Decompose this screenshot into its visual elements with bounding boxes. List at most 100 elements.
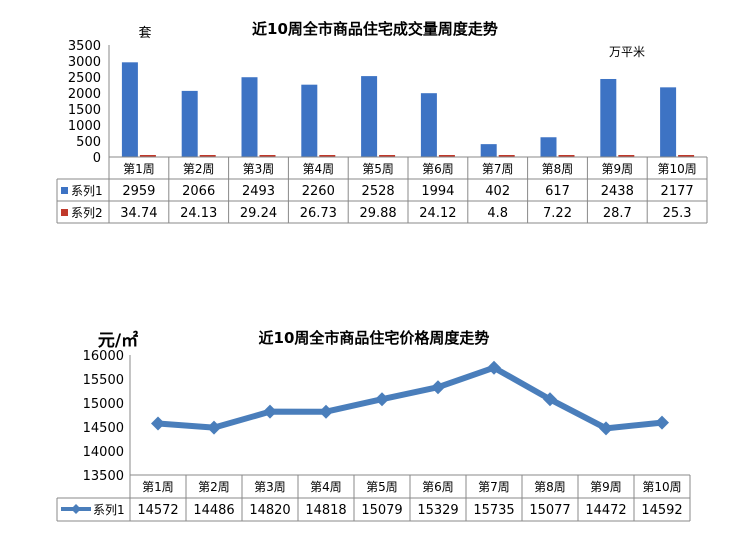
data-cell: 15735 — [473, 503, 514, 518]
bar-series1 — [241, 77, 258, 157]
data-point — [375, 392, 389, 407]
y-tick-label: 13500 — [83, 469, 124, 484]
bar-series1 — [660, 87, 677, 157]
data-cell: 2493 — [242, 184, 275, 199]
data-cell: 2260 — [302, 184, 335, 199]
y-tick-label: 15000 — [83, 397, 124, 412]
data-cell: 26.73 — [300, 206, 337, 221]
category-label: 第1周 — [123, 162, 155, 176]
legend-swatch — [61, 187, 68, 194]
legend-swatch — [61, 209, 68, 216]
data-point — [207, 420, 221, 435]
data-cell: 2177 — [661, 184, 694, 199]
bar-series1 — [600, 78, 617, 157]
data-cell: 15329 — [417, 503, 458, 518]
bar-series1 — [361, 76, 378, 157]
bar-series2 — [379, 155, 396, 157]
y-tick-label: 3500 — [68, 39, 101, 54]
category-label: 第9周 — [590, 480, 622, 494]
y-tick-label: 16000 — [83, 349, 124, 364]
bar-series2 — [678, 155, 695, 157]
data-cell: 2528 — [362, 184, 395, 199]
legend-marker — [71, 504, 81, 514]
chart2-left-unit: 元/㎡ — [98, 330, 138, 351]
data-point — [151, 416, 165, 431]
y-tick-label: 500 — [76, 135, 101, 150]
y-tick-label: 1500 — [68, 103, 101, 118]
data-cell: 14820 — [249, 503, 290, 518]
chart2-plot: 13500 14000 14500 15000 15500 16000 第1周 第2周 第3周 第… — [56, 349, 691, 522]
bar-series2 — [498, 155, 515, 157]
data-cell: 2959 — [122, 184, 155, 199]
data-cell: 2066 — [182, 184, 215, 199]
data-cell: 15077 — [529, 503, 570, 518]
bar-series1 — [480, 144, 497, 157]
data-cell: 15079 — [361, 503, 402, 518]
data-point — [263, 404, 277, 419]
bar-series2 — [319, 155, 336, 157]
category-label: 第3周 — [254, 480, 286, 494]
data-cell: 29.88 — [359, 206, 396, 221]
chart1-right-unit: 万平米 — [609, 45, 645, 59]
data-point — [319, 404, 333, 419]
bar-series2 — [259, 155, 276, 157]
y-tick-label: 1000 — [68, 119, 101, 134]
data-cell: 4.8 — [487, 206, 508, 221]
bar-series2 — [558, 155, 575, 157]
bar-series2 — [438, 155, 455, 157]
data-cell: 2438 — [601, 184, 634, 199]
data-cell: 24.13 — [180, 206, 217, 221]
data-cell: 29.24 — [240, 206, 277, 221]
category-label: 第10周 — [657, 162, 696, 176]
category-label: 第4周 — [302, 162, 334, 176]
chart1-title: 近10周全市商品住宅成交量周度走势 — [252, 20, 498, 38]
category-label: 第4周 — [310, 480, 342, 494]
bar-series1 — [540, 137, 557, 157]
y-tick-label: 2000 — [68, 87, 101, 102]
bar-series1 — [121, 62, 138, 158]
category-label: 第2周 — [183, 162, 215, 176]
legend-label: 系列2 — [71, 206, 103, 220]
category-label: 第5周 — [366, 480, 398, 494]
data-cell: 617 — [545, 184, 570, 199]
series1-line — [155, 364, 665, 432]
data-cell: 34.74 — [120, 206, 157, 221]
category-label: 第8周 — [534, 480, 566, 494]
data-cell: 28.7 — [603, 206, 632, 221]
data-cell: 1994 — [421, 184, 454, 199]
y-tick-label: 15500 — [83, 373, 124, 388]
y-tick-label: 14500 — [83, 421, 124, 436]
bar-series1 — [181, 90, 198, 157]
category-label: 第8周 — [542, 162, 574, 176]
category-label: 第9周 — [601, 162, 633, 176]
category-label: 第3周 — [243, 162, 275, 176]
data-point — [543, 392, 557, 407]
bar-series2 — [199, 155, 216, 157]
data-cell: 24.12 — [419, 206, 456, 221]
category-label: 第6周 — [422, 480, 454, 494]
y-tick-label: 3000 — [68, 55, 101, 70]
data-cell: 7.22 — [543, 206, 572, 221]
legend-label: 系列1 — [93, 503, 125, 517]
category-label: 第7周 — [482, 162, 514, 176]
y-tick-label: 2500 — [68, 71, 101, 86]
y-tick-label: 14000 — [83, 445, 124, 460]
data-cell: 14486 — [193, 503, 234, 518]
data-point — [431, 380, 445, 395]
legend-label: 系列1 — [71, 184, 103, 198]
bar-series2 — [139, 155, 156, 157]
category-label: 第1周 — [142, 480, 174, 494]
data-point — [655, 415, 669, 430]
data-point — [599, 421, 613, 436]
category-label: 第2周 — [198, 480, 230, 494]
category-label: 第6周 — [422, 162, 454, 176]
category-label: 第5周 — [362, 162, 394, 176]
category-label: 第7周 — [478, 480, 510, 494]
data-cell: 14592 — [641, 503, 682, 518]
data-cell: 14472 — [585, 503, 626, 518]
bar-series1 — [420, 93, 437, 157]
data-cell: 402 — [485, 184, 510, 199]
chart2-title: 近10周全市商品住宅价格周度走势 — [259, 329, 490, 347]
